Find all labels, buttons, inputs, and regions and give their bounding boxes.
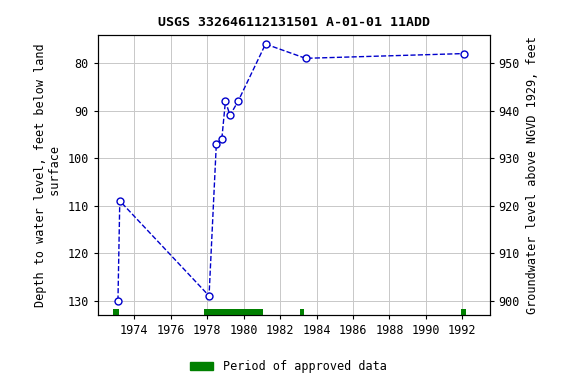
Bar bbox=[300, 309, 304, 316]
Legend: Period of approved data: Period of approved data bbox=[185, 356, 391, 378]
Bar bbox=[113, 309, 119, 316]
Bar bbox=[204, 309, 263, 316]
Title: USGS 332646112131501 A-01-01 11ADD: USGS 332646112131501 A-01-01 11ADD bbox=[158, 16, 430, 29]
Y-axis label: Groundwater level above NGVD 1929, feet: Groundwater level above NGVD 1929, feet bbox=[525, 36, 539, 314]
Bar bbox=[461, 309, 466, 316]
Y-axis label: Depth to water level, feet below land
 surface: Depth to water level, feet below land su… bbox=[34, 43, 62, 306]
